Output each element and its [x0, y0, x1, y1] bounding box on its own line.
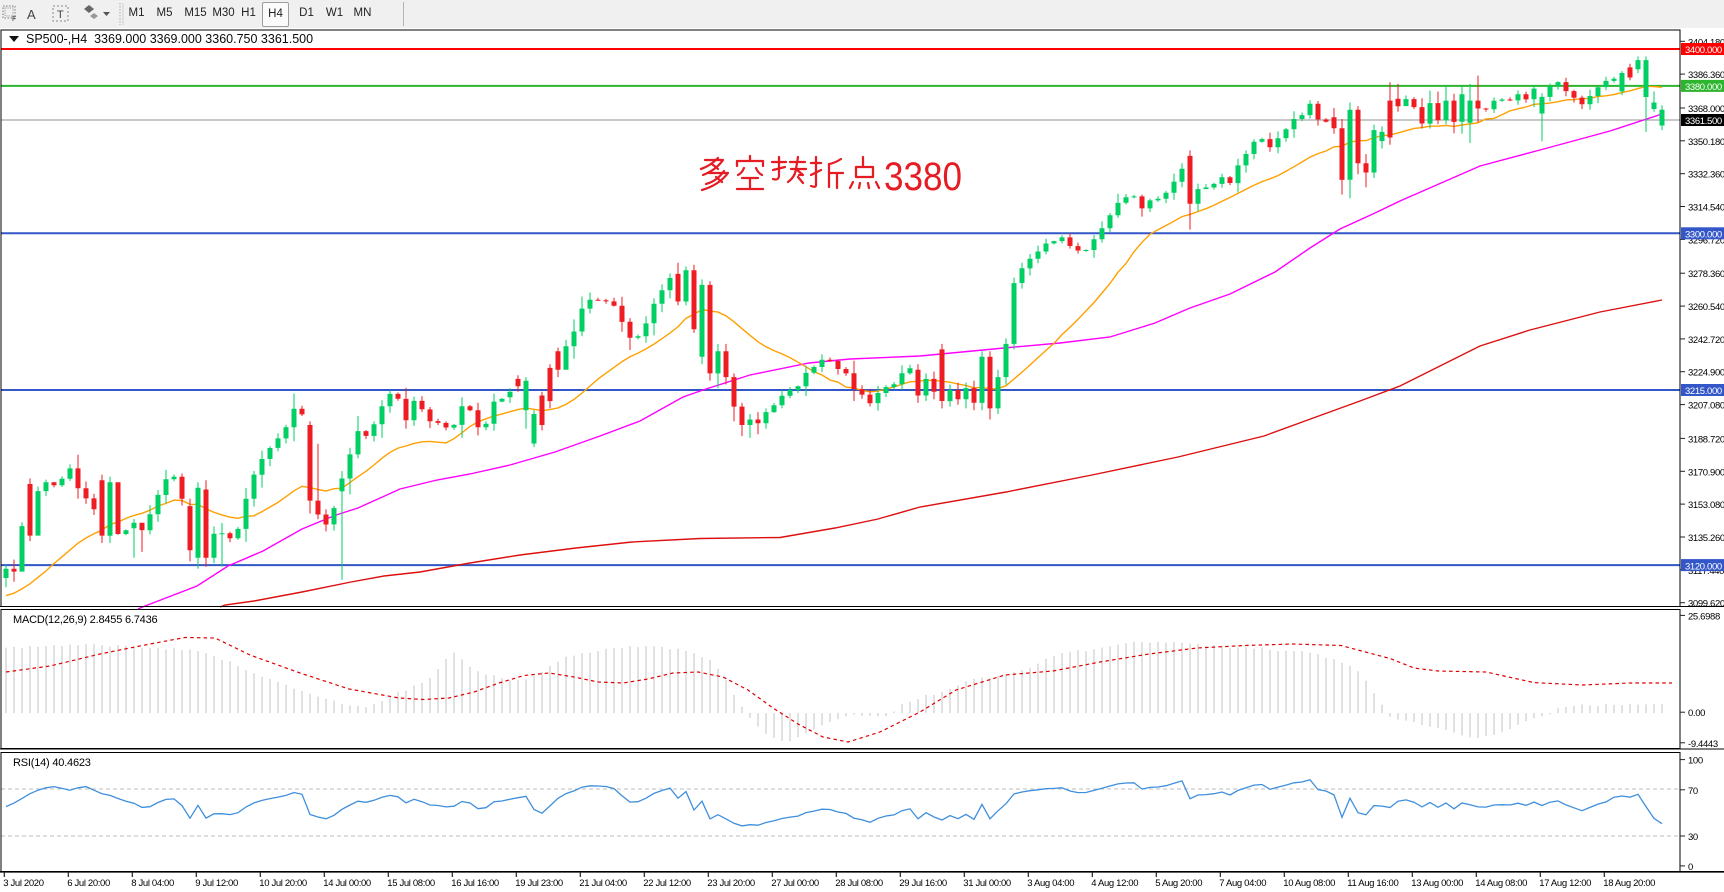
svg-text:3117.440: 3117.440 — [1688, 566, 1724, 577]
svg-text:0.00: 0.00 — [1688, 708, 1705, 719]
svg-text:3386.360: 3386.360 — [1688, 70, 1724, 81]
svg-text:3 Aug 04:00: 3 Aug 04:00 — [1027, 878, 1074, 889]
svg-text:19 Jul 23:00: 19 Jul 23:00 — [515, 878, 563, 889]
svg-text:F: F — [12, 16, 16, 23]
svg-text:10 Aug 08:00: 10 Aug 08:00 — [1283, 878, 1335, 889]
svg-text:23 Jul 20:00: 23 Jul 20:00 — [707, 878, 755, 889]
svg-text:10 Jul 20:00: 10 Jul 20:00 — [259, 878, 307, 889]
svg-text:25.6988: 25.6988 — [1688, 611, 1720, 622]
svg-text:3170.900: 3170.900 — [1688, 467, 1724, 478]
svg-text:15 Jul 08:00: 15 Jul 08:00 — [387, 878, 435, 889]
svg-text:31 Jul 00:00: 31 Jul 00:00 — [963, 878, 1011, 889]
svg-text:3242.720: 3242.720 — [1688, 335, 1724, 346]
svg-text:3215.000: 3215.000 — [1685, 386, 1722, 397]
svg-text:13 Aug 00:00: 13 Aug 00:00 — [1411, 878, 1463, 889]
svg-text:27 Jul 00:00: 27 Jul 00:00 — [771, 878, 819, 889]
svg-text:21 Jul 04:00: 21 Jul 04:00 — [579, 878, 627, 889]
svg-text:100: 100 — [1688, 756, 1703, 767]
svg-text:A: A — [27, 7, 36, 22]
svg-text:3332.360: 3332.360 — [1688, 170, 1724, 181]
svg-text:18 Aug 20:00: 18 Aug 20:00 — [1603, 878, 1655, 889]
svg-text:30: 30 — [1688, 832, 1698, 843]
svg-text:7 Aug 04:00: 7 Aug 04:00 — [1219, 878, 1266, 889]
svg-text:SP500-,H4 3369.000 3369.000 3: SP500-,H4 3369.000 3369.000 3360.750 336… — [26, 32, 313, 46]
svg-text:16 Jul 16:00: 16 Jul 16:00 — [451, 878, 499, 889]
svg-text:14 Jul 00:00: 14 Jul 00:00 — [323, 878, 371, 889]
svg-text:-9.4443: -9.4443 — [1688, 739, 1718, 750]
svg-text:3350.180: 3350.180 — [1688, 137, 1724, 148]
svg-text:29 Jul 16:00: 29 Jul 16:00 — [899, 878, 947, 889]
svg-text:3260.540: 3260.540 — [1688, 302, 1724, 313]
svg-text:14 Aug 08:00: 14 Aug 08:00 — [1475, 878, 1527, 889]
svg-text:11 Aug 16:00: 11 Aug 16:00 — [1347, 878, 1398, 889]
svg-text:3404.180: 3404.180 — [1688, 37, 1724, 48]
svg-text:3300.000: 3300.000 — [1685, 230, 1722, 241]
svg-text:3380: 3380 — [884, 155, 962, 199]
svg-text:22 Jul 12:00: 22 Jul 12:00 — [643, 878, 691, 889]
svg-text:RSI(14) 40.4623: RSI(14) 40.4623 — [13, 757, 91, 769]
svg-text:3380.000: 3380.000 — [1685, 82, 1722, 93]
svg-text:3368.000: 3368.000 — [1688, 104, 1724, 115]
svg-text:3400.000: 3400.000 — [1685, 45, 1722, 56]
svg-text:8 Jul 04:00: 8 Jul 04:00 — [131, 878, 174, 889]
svg-text:3153.080: 3153.080 — [1688, 500, 1724, 511]
svg-text:T: T — [57, 9, 64, 21]
svg-text:3207.080: 3207.080 — [1688, 401, 1724, 412]
svg-text:3314.540: 3314.540 — [1688, 203, 1724, 214]
svg-text:9 Jul 12:00: 9 Jul 12:00 — [195, 878, 238, 889]
svg-text:3135.260: 3135.260 — [1688, 533, 1724, 544]
svg-text:3 Jul 2020: 3 Jul 2020 — [3, 878, 43, 889]
svg-text:3224.900: 3224.900 — [1688, 368, 1724, 379]
svg-text:4 Aug 12:00: 4 Aug 12:00 — [1091, 878, 1138, 889]
svg-text:3361.500: 3361.500 — [1685, 116, 1722, 127]
svg-text:3296.720: 3296.720 — [1688, 235, 1724, 246]
svg-text:MACD(12,26,9) 2.8455 6.7436: MACD(12,26,9) 2.8455 6.7436 — [13, 614, 157, 626]
svg-text:3120.000: 3120.000 — [1685, 561, 1722, 572]
svg-text:28 Jul 08:00: 28 Jul 08:00 — [835, 878, 883, 889]
svg-text:0: 0 — [1688, 862, 1693, 873]
svg-text:3278.360: 3278.360 — [1688, 269, 1724, 280]
svg-text:6 Jul 20:00: 6 Jul 20:00 — [67, 878, 110, 889]
svg-text:70: 70 — [1688, 786, 1698, 797]
svg-text:5 Aug 20:00: 5 Aug 20:00 — [1155, 878, 1202, 889]
svg-text:3188.720: 3188.720 — [1688, 434, 1724, 445]
svg-text:17 Aug 12:00: 17 Aug 12:00 — [1539, 878, 1591, 889]
svg-text:3099.620: 3099.620 — [1688, 599, 1724, 610]
